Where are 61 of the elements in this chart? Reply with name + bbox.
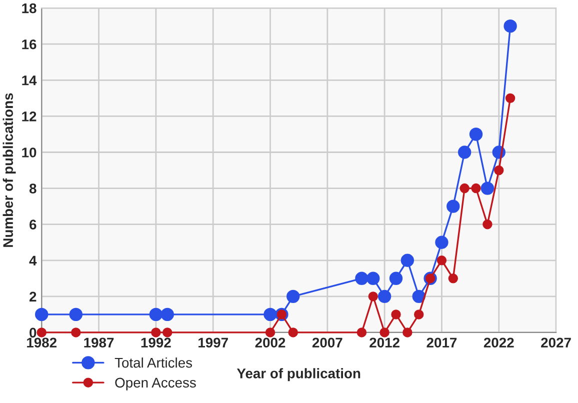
point [368, 292, 378, 302]
x-tick-label: 1997 [198, 338, 228, 348]
point [446, 200, 460, 213]
point [505, 93, 516, 104]
point [389, 272, 403, 286]
point [448, 274, 458, 284]
point [286, 290, 300, 304]
x-tick-label: 1982 [27, 338, 57, 348]
point [458, 146, 472, 159]
x-tick-label: 1992 [141, 338, 171, 348]
point [380, 328, 390, 338]
x-axis-title: Year of publication [236, 368, 360, 382]
y-tick-label: 8 [29, 184, 36, 194]
legend-label: Total Articles [114, 357, 192, 368]
point [71, 328, 81, 338]
point [400, 254, 414, 267]
point [265, 328, 276, 338]
point [435, 236, 448, 249]
x-tick-label: 2017 [426, 338, 457, 348]
y-tick-label: 0 [30, 328, 36, 338]
point [402, 328, 412, 338]
point [471, 183, 481, 194]
point [288, 328, 298, 338]
x-tick-label: 2007 [312, 338, 342, 348]
point [355, 272, 368, 286]
point [494, 165, 504, 176]
point [460, 183, 470, 194]
y-tick-label: 14 [22, 76, 37, 86]
y-tick-label: 16 [22, 39, 36, 50]
point [391, 310, 401, 320]
point [162, 328, 172, 338]
y-axis-title: Number of publications [2, 93, 16, 247]
x-tick-label: 1987 [84, 338, 114, 348]
legend-label: Open Access [115, 378, 196, 390]
y-tick-label: 6 [30, 220, 36, 230]
point [469, 128, 483, 141]
point [356, 328, 367, 338]
point [504, 19, 517, 33]
point [69, 308, 83, 322]
y-tick-label: 12 [22, 112, 36, 122]
point [36, 328, 46, 338]
point [414, 310, 424, 320]
point [149, 308, 163, 322]
point [264, 308, 277, 322]
point [480, 182, 494, 195]
x-tick-label: 2027 [541, 338, 571, 348]
point [412, 290, 426, 304]
y-tick-label: 10 [22, 148, 36, 158]
x-tick-label: 2022 [484, 338, 514, 348]
point [436, 256, 447, 266]
point [35, 308, 48, 322]
y-tick-label: 4 [29, 256, 37, 266]
y-tick-label: 18 [22, 3, 36, 14]
point [151, 328, 161, 338]
y-tick-label: 2 [30, 292, 36, 302]
point [366, 272, 380, 286]
point [482, 219, 492, 230]
point [378, 290, 392, 304]
x-tick-label: 2002 [255, 338, 286, 348]
point [160, 308, 174, 322]
x-tick-label: 2012 [370, 338, 400, 348]
